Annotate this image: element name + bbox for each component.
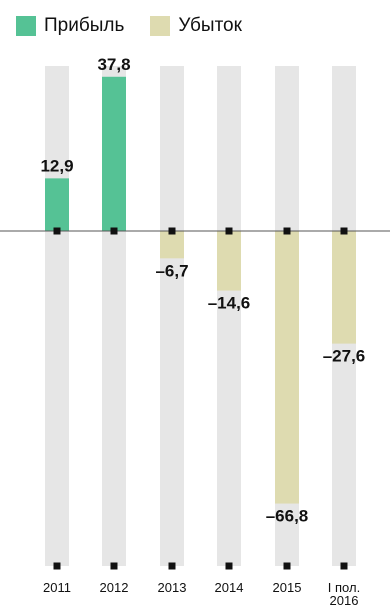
zero-marker <box>53 227 61 235</box>
data-label: –6,7 <box>155 261 188 280</box>
data-label: –66,8 <box>266 507 309 526</box>
x-tick-label: 2014 <box>215 580 244 595</box>
bottom-marker <box>168 562 176 570</box>
legend: Прибыль Убыток <box>16 6 268 46</box>
bottom-marker <box>283 562 291 570</box>
x-tick-label: 2015 <box>273 580 302 595</box>
background-column <box>45 66 69 566</box>
bar <box>275 231 299 504</box>
bar <box>217 231 241 291</box>
bar <box>332 231 356 344</box>
data-label: –27,6 <box>323 347 366 366</box>
background-column <box>160 66 184 566</box>
x-tick-label: I пол. <box>328 580 360 595</box>
zero-marker <box>110 227 118 235</box>
data-label: 12,9 <box>40 156 73 175</box>
bar <box>160 231 184 259</box>
bottom-marker <box>110 562 118 570</box>
x-tick-label: 2016 <box>330 593 359 608</box>
legend-swatch-loss <box>150 16 171 36</box>
zero-marker <box>283 227 291 235</box>
bottom-marker <box>225 562 233 570</box>
data-label: –14,6 <box>208 294 251 313</box>
x-tick-label: 2011 <box>43 580 71 595</box>
x-tick-label: 2013 <box>158 580 187 595</box>
legend-item-loss: Убыток <box>150 15 242 37</box>
bar <box>45 178 69 231</box>
zero-marker <box>340 227 348 235</box>
bottom-marker <box>53 562 61 570</box>
bar <box>102 76 126 231</box>
bottom-marker <box>340 562 348 570</box>
legend-label-profit: Прибыль <box>44 15 125 36</box>
x-tick-label: 2012 <box>100 580 129 595</box>
legend-label-loss: Убыток <box>178 15 242 36</box>
legend-swatch-profit <box>16 16 36 36</box>
background-column <box>217 66 241 566</box>
legend-item-profit: Прибыль <box>16 15 124 37</box>
data-label: 37,8 <box>97 55 130 74</box>
zero-marker <box>168 227 176 235</box>
zero-marker <box>225 227 233 235</box>
